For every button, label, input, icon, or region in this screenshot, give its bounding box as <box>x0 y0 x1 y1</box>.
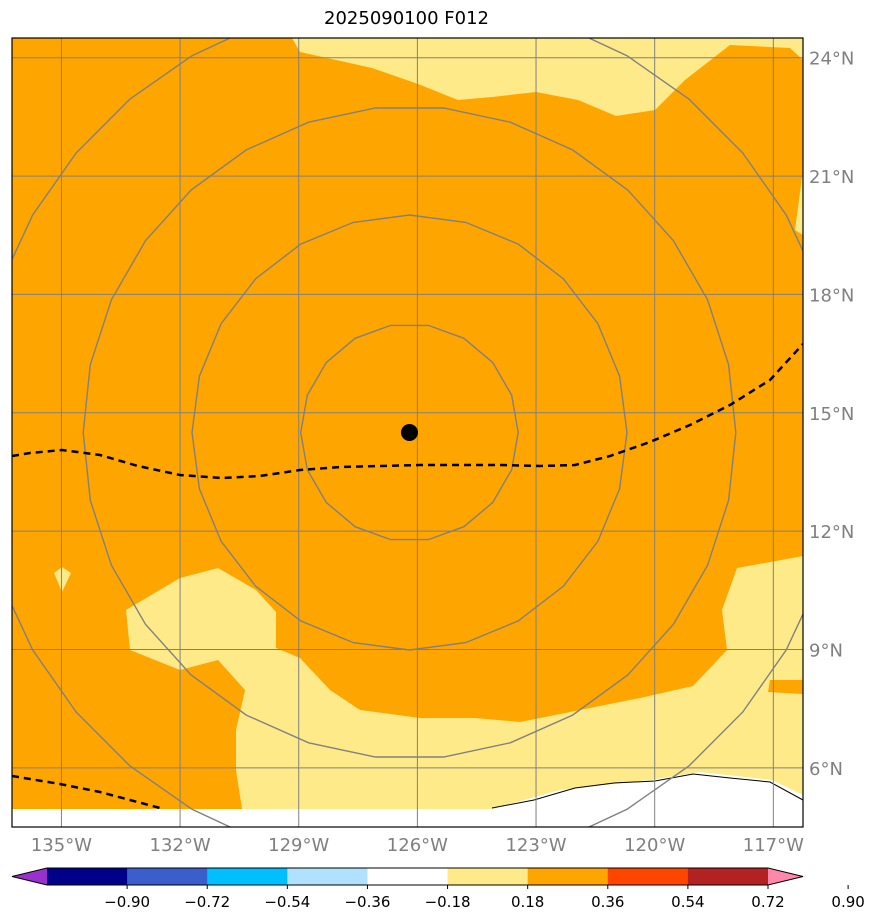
colorbar-label: −0.90 <box>104 893 150 911</box>
range-ring-4 <box>12 38 803 827</box>
map-frame <box>11 37 804 828</box>
latitude-labels: 6°N 9°N 12°N 15°N 18°N 21°N 24°N <box>809 49 854 780</box>
lat-label: 12°N <box>809 522 854 543</box>
lat-label: 9°N <box>809 640 843 661</box>
colorbar-segment <box>527 868 609 885</box>
lon-label: 120°W <box>624 835 685 856</box>
colorbar-label: −0.54 <box>264 893 310 911</box>
lon-label: 132°W <box>150 835 211 856</box>
track-line-south <box>12 774 161 810</box>
storm-center-dot <box>400 424 418 441</box>
range-ring-1 <box>299 324 519 541</box>
colorbar-extend-high <box>768 868 803 885</box>
colorbar-segment <box>367 868 449 885</box>
field-region-low-east-edge <box>795 170 803 235</box>
lon-label: 117°W <box>743 835 804 856</box>
map-title: 2025090100 F012 <box>324 8 489 29</box>
longitude-labels: 135°W 132°W 129°W 126°W 123°W 120°W 117°W <box>31 835 804 856</box>
colorbar-label: 0.72 <box>751 893 784 911</box>
lon-label: 126°W <box>387 835 448 856</box>
colorbar-segment <box>207 868 288 885</box>
range-rings <box>12 38 803 827</box>
colorbar-outline <box>11 867 804 886</box>
field-region-low-south <box>126 556 803 809</box>
range-ring-3 <box>82 107 737 758</box>
colorbar-segment <box>447 868 529 885</box>
colorbar-label: 0.18 <box>511 893 544 911</box>
lat-label: 15°N <box>809 404 854 425</box>
track-line-main <box>12 343 803 480</box>
colorbar <box>11 867 804 886</box>
range-ring-2 <box>191 214 628 651</box>
colorbar-labels: −0.90 −0.72 −0.54 −0.36 −0.18 0.18 0.36 0.54 0.7… <box>104 885 865 911</box>
colorbar-extend-low <box>12 868 47 885</box>
colorbar-segment <box>687 868 769 885</box>
colorbar-segment <box>287 868 368 885</box>
colorbar-segment <box>47 868 128 885</box>
field-region-low-west-spot <box>54 567 71 592</box>
lat-label: 6°N <box>809 759 843 780</box>
colorbar-label: 0.36 <box>591 893 624 911</box>
map-plot-area <box>12 38 803 827</box>
colorbar-label: −0.36 <box>344 893 390 911</box>
colorbar-segment <box>607 868 689 885</box>
field-region-main-east-blob <box>768 680 803 694</box>
colorbar-label: −0.72 <box>184 893 230 911</box>
colorbar-label: −0.18 <box>425 893 471 911</box>
colorbar-label: 0.54 <box>671 893 704 911</box>
lat-label: 18°N <box>809 285 854 306</box>
lon-label: 135°W <box>31 835 92 856</box>
lon-label: 123°W <box>505 835 566 856</box>
lat-label: 24°N <box>809 49 854 70</box>
colorbar-label: 0.90 <box>831 893 864 911</box>
colorbar-segment <box>127 868 208 885</box>
lat-label: 21°N <box>809 167 854 188</box>
lon-label: 129°W <box>268 835 329 856</box>
field-region-main <box>12 38 803 809</box>
